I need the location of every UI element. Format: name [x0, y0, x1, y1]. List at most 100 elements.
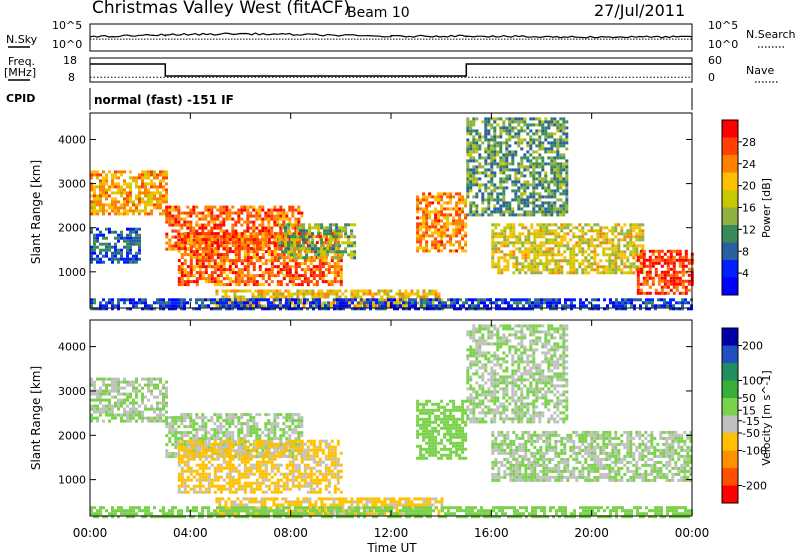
heatmap-cell: [511, 159, 515, 163]
heatmap-cell: [554, 223, 558, 227]
heatmap-cell: [320, 244, 324, 248]
heatmap-cell: [102, 248, 105, 252]
heatmap-cell: [267, 283, 271, 287]
heatmap-cell: [243, 205, 247, 209]
heatmap-cell: [237, 259, 241, 263]
heatmap-cell: [369, 307, 372, 311]
heatmap-cell: [138, 191, 141, 195]
heatmap-cell: [333, 274, 337, 278]
heatmap-cell: [240, 307, 243, 311]
heatmap-cell: [111, 301, 114, 305]
heatmap-cell: [503, 229, 507, 233]
heatmap-cell: [681, 258, 685, 262]
heatmap-cell: [123, 200, 126, 204]
heatmap-cell: [284, 247, 288, 251]
heatmap-cell: [504, 298, 507, 302]
heatmap-cell: [222, 262, 226, 266]
heatmap-cell: [490, 195, 494, 199]
heatmap-cell: [541, 147, 545, 151]
heatmap-cell: [270, 301, 273, 305]
heatmap-cell: [156, 377, 159, 381]
heatmap-cell: [249, 425, 253, 429]
heatmap-cell: [466, 183, 470, 187]
heatmap-cell: [195, 298, 198, 302]
heatmap-cell: [261, 217, 265, 221]
heatmap-cell: [180, 232, 184, 236]
heatmap-cell: [466, 159, 470, 163]
heatmap-cell: [291, 208, 295, 212]
heatmap-cell: [308, 244, 312, 248]
heatmap-cell: [96, 404, 99, 408]
heatmap-cell: [559, 180, 563, 184]
heatmap-cell: [123, 170, 126, 174]
heatmap-cell: [524, 241, 528, 245]
heatmap-cell: [204, 250, 208, 254]
heatmap-cell: [422, 234, 426, 238]
heatmap-cell: [475, 192, 479, 196]
heatmap-cell: [490, 126, 494, 130]
heatmap-cell: [126, 392, 129, 396]
heatmap-cell: [314, 253, 318, 257]
heatmap-cell: [300, 280, 304, 284]
heatmap-cell: [165, 416, 169, 420]
heatmap-cell: [189, 226, 193, 230]
heatmap-cell: [419, 295, 423, 299]
heatmap-cell: [648, 258, 652, 262]
heatmap-cell: [96, 245, 99, 249]
heatmap-cell: [246, 422, 250, 426]
heatmap-cell: [527, 247, 531, 251]
heatmap-cell: [129, 257, 132, 261]
heatmap-cell: [497, 262, 501, 266]
heatmap-cell: [294, 271, 298, 275]
heatmap-cell: [520, 207, 524, 211]
heatmap-cell: [557, 244, 561, 248]
heatmap-cell: [288, 268, 292, 272]
heatmap-cell: [294, 223, 298, 227]
heatmap-cell: [443, 246, 447, 250]
heatmap-cell: [657, 258, 661, 262]
heatmap-cell: [551, 229, 555, 233]
heatmap-cell: [672, 298, 675, 302]
heatmap-cell: [117, 209, 120, 213]
heatmap-cell: [523, 156, 527, 160]
heatmap-cell: [461, 201, 465, 205]
heatmap-cell: [174, 437, 178, 441]
heatmap-cell: [317, 223, 321, 227]
heatmap-cell: [297, 262, 301, 266]
heatmap-cell: [539, 271, 543, 275]
heatmap-cell: [129, 245, 132, 249]
heatmap-cell: [213, 235, 217, 239]
heatmap-cell: [472, 183, 476, 187]
heatmap-cell: [578, 229, 582, 233]
heatmap-cell: [593, 223, 597, 227]
heatmap-cell: [499, 141, 503, 145]
heatmap-cell: [469, 207, 473, 211]
heatmap-cell: [434, 198, 438, 202]
heatmap-cell: [273, 256, 277, 260]
heatmap-cell: [660, 273, 664, 277]
heatmap-cell: [623, 250, 627, 254]
heatmap-cell: [512, 241, 516, 245]
heatmap-cell: [608, 241, 612, 245]
heatmap-cell: [523, 123, 527, 127]
heatmap-cell: [494, 262, 498, 266]
heatmap-cell: [237, 416, 241, 420]
heatmap-cell: [541, 129, 545, 133]
heatmap-cell: [475, 132, 479, 136]
heatmap-cell: [420, 298, 423, 302]
heatmap-cell: [548, 238, 552, 242]
heatmap-cell: [611, 259, 615, 263]
heatmap-cell: [575, 259, 579, 263]
heatmap-cell: [177, 431, 181, 435]
heatmap-cell: [472, 180, 476, 184]
heatmap-cell: [502, 141, 506, 145]
heatmap-cell: [291, 283, 295, 287]
heatmap-cell: [420, 301, 423, 305]
heatmap-cell: [159, 185, 162, 189]
heatmap-cell: [105, 404, 108, 408]
heatmap-cell: [541, 156, 545, 160]
heatmap-cell: [587, 229, 591, 233]
heatmap-cell: [654, 307, 657, 311]
heatmap-cell: [582, 304, 585, 308]
heatmap-cell: [264, 298, 267, 302]
